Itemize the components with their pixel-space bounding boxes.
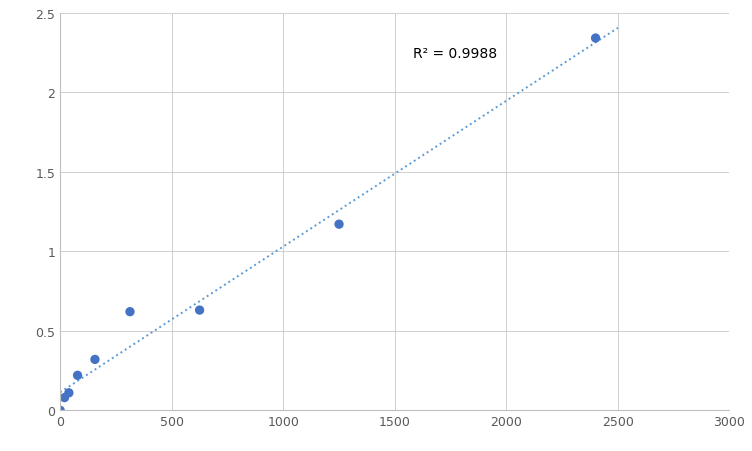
Point <box>124 308 136 316</box>
Point <box>54 407 66 414</box>
Point <box>71 372 83 379</box>
Point <box>590 35 602 42</box>
Point <box>63 389 75 396</box>
Text: R² = 0.9988: R² = 0.9988 <box>413 47 497 61</box>
Point <box>89 356 101 363</box>
Point <box>59 394 71 401</box>
Point <box>333 221 345 228</box>
Point <box>193 307 205 314</box>
